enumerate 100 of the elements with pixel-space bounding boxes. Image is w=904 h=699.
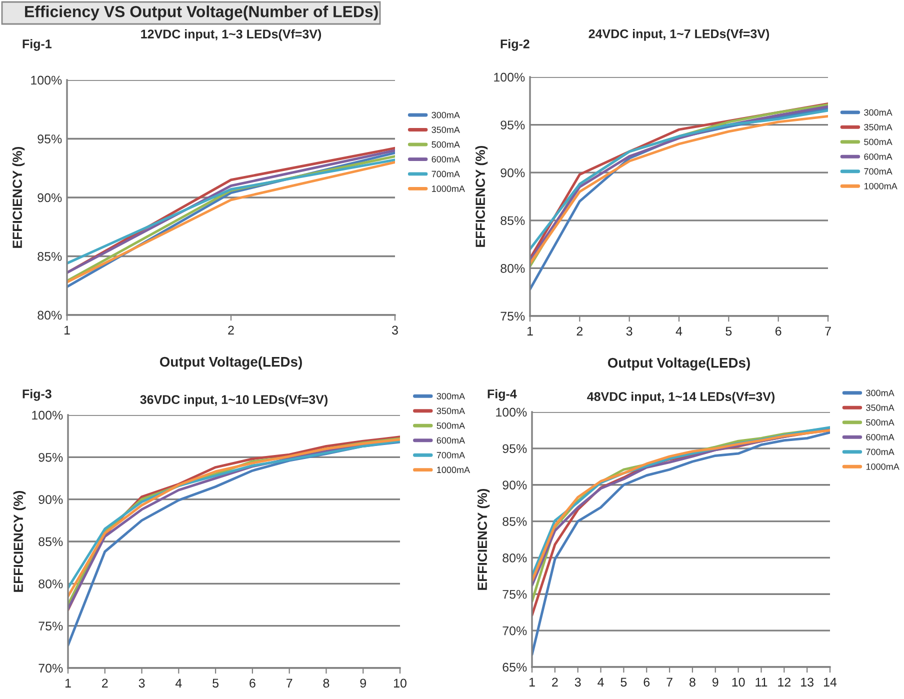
text: Fig-3 xyxy=(22,389,52,401)
y-tick-label: 95% xyxy=(502,444,527,454)
y-tick-label: 85% xyxy=(502,517,527,526)
legend-label: 600mA xyxy=(436,437,466,444)
x-tick-label: 14 xyxy=(824,678,837,686)
chart-title: 12VDC input, 1~3 LEDs(Vf=3V) xyxy=(141,29,322,41)
y-tick-label: 80% xyxy=(38,310,62,320)
y-tick-label: 90% xyxy=(500,168,525,178)
x-tick-label: 9 xyxy=(712,678,718,687)
x-tick-label: 11 xyxy=(756,678,768,686)
legend-label: 1000mA xyxy=(432,186,465,192)
x-tick-label: 2 xyxy=(552,678,558,686)
y-tick-label: 85% xyxy=(500,216,525,226)
legend-label: 300mA xyxy=(866,390,894,396)
x-tick-label: 4 xyxy=(175,678,182,688)
x-tick-label: 10 xyxy=(732,678,745,687)
x-axis-title: Output Voltage(LEDs) xyxy=(160,356,302,370)
y-tick-label: 70% xyxy=(502,626,527,636)
y-tick-label: 85% xyxy=(38,537,63,546)
x-tick-label: 5 xyxy=(212,678,219,688)
y-axis-title: EFFICIENCY (%) xyxy=(13,490,26,592)
y-tick-label: 100% xyxy=(32,410,63,420)
legend-label: 700mA xyxy=(864,168,892,175)
legend-label: 300mA xyxy=(864,109,892,116)
legend-label: 300mA xyxy=(432,112,460,118)
legend-label: 1000mA xyxy=(866,463,900,470)
y-tick-label: 95% xyxy=(38,452,63,462)
x-axis-title: Output Voltage(LEDs) xyxy=(608,358,750,371)
legend-label: 350mA xyxy=(436,408,466,414)
x-tick-label: 8 xyxy=(690,678,696,687)
y-tick-label: 100% xyxy=(31,76,62,85)
text: Fig-4 xyxy=(488,389,517,401)
x-tick-label: 13 xyxy=(801,678,814,687)
x-tick-label: 2 xyxy=(102,678,108,688)
y-tick-label: 95% xyxy=(500,120,525,130)
legend-label: 500mA xyxy=(432,141,460,148)
y-tick-label: 90% xyxy=(38,495,63,504)
legend-label: 600mA xyxy=(432,156,460,162)
text: Fig-2 xyxy=(500,39,530,51)
x-tick-label: 5 xyxy=(620,678,627,687)
x-tick-label: 1 xyxy=(529,678,535,686)
y-tick-label: 65% xyxy=(502,662,527,672)
legend-label: 500mA xyxy=(866,419,894,426)
y-tick-label: 100% xyxy=(494,72,525,82)
y-tick-label: 70% xyxy=(38,664,63,673)
legend-label: 700mA xyxy=(436,452,466,458)
y-axis-title: EFFICIENCY (%) xyxy=(12,146,25,248)
x-tick-label: 1 xyxy=(65,678,71,688)
legend-label: 300mA xyxy=(436,393,466,400)
y-tick-label: 75% xyxy=(500,312,525,321)
legend-label: 1000mA xyxy=(437,466,470,474)
x-tick-label: 3 xyxy=(626,326,632,336)
y-tick-label: 75% xyxy=(502,590,527,599)
legend-label: 700mA xyxy=(432,170,460,178)
text: Fig-1 xyxy=(22,39,52,51)
x-tick-label: 8 xyxy=(323,678,330,688)
y-tick-label: 75% xyxy=(38,622,63,630)
x-tick-label: 9 xyxy=(360,678,366,688)
x-tick-label: 3 xyxy=(138,678,145,688)
y-tick-label: 90% xyxy=(38,193,62,202)
x-tick-label: 6 xyxy=(644,678,650,687)
chart-title: 24VDC input, 1~7 LEDs(Vf=3V) xyxy=(588,29,770,41)
x-tick-label: 6 xyxy=(250,678,256,688)
text: Efficiency VS Output Voltage(Number of LEDs) xyxy=(25,6,378,20)
x-tick-label: 12 xyxy=(778,678,790,686)
x-tick-label: 4 xyxy=(676,326,682,336)
legend-label: 500mA xyxy=(436,422,466,429)
x-tick-label: 3 xyxy=(574,678,581,687)
legend-label: 600mA xyxy=(866,434,894,440)
line-series xyxy=(532,431,830,656)
legend-label: 1000mA xyxy=(864,182,898,190)
x-tick-label: 1 xyxy=(64,326,70,334)
y-tick-label: 80% xyxy=(38,579,63,588)
chart-title: 36VDC input, 1~10 LEDs(Vf=3V) xyxy=(140,394,328,406)
x-tick-label: 10 xyxy=(394,678,406,688)
x-tick-label: 7 xyxy=(286,678,292,688)
legend-label: 500mA xyxy=(864,138,892,146)
y-tick-label: 90% xyxy=(502,480,527,490)
x-tick-label: 7 xyxy=(825,326,831,336)
x-tick-label: 6 xyxy=(775,326,782,336)
x-tick-label: 2 xyxy=(576,326,583,336)
x-tick-label: 7 xyxy=(666,678,672,686)
y-axis-title: EFFICIENCY (%) xyxy=(477,488,490,590)
y-tick-label: 100% xyxy=(496,408,527,417)
x-tick-label: 3 xyxy=(392,326,398,335)
legend-label: 350mA xyxy=(866,404,894,411)
legend-label: 350mA xyxy=(432,126,460,133)
x-tick-label: 5 xyxy=(726,326,732,336)
x-tick-label: 2 xyxy=(228,326,234,334)
y-tick-label: 80% xyxy=(500,264,525,273)
x-tick-label: 4 xyxy=(598,678,604,686)
x-tick-label: 1 xyxy=(527,326,533,336)
chart-title: 48VDC input, 1~14 LEDs(Vf=3V) xyxy=(587,392,775,404)
legend-label: 350mA xyxy=(864,124,892,130)
y-tick-label: 85% xyxy=(38,252,62,261)
legend-label: 700mA xyxy=(866,448,894,456)
legend-label: 600mA xyxy=(864,153,892,160)
y-axis-title: EFFICIENCY (%) xyxy=(475,146,488,247)
y-tick-label: 95% xyxy=(38,134,62,144)
y-tick-label: 80% xyxy=(502,554,527,562)
